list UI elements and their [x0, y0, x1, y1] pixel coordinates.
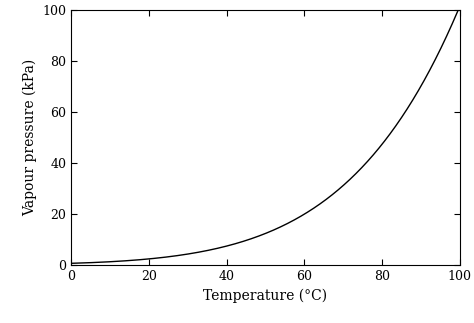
X-axis label: Temperature (°C): Temperature (°C)	[203, 288, 328, 303]
Y-axis label: Vapour pressure (kPa): Vapour pressure (kPa)	[22, 59, 36, 216]
